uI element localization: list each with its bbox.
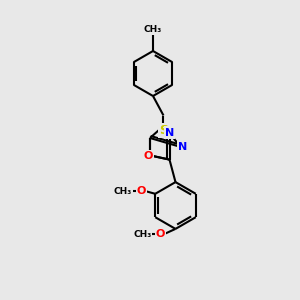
Text: CH₃: CH₃	[133, 230, 152, 239]
Text: N: N	[165, 128, 174, 138]
Text: N: N	[178, 142, 187, 152]
Text: O: O	[156, 229, 165, 239]
Text: O: O	[137, 186, 146, 196]
Text: CH₃: CH₃	[114, 187, 132, 196]
Text: S: S	[159, 124, 168, 137]
Text: CH₃: CH₃	[144, 25, 162, 34]
Text: O: O	[144, 151, 153, 161]
